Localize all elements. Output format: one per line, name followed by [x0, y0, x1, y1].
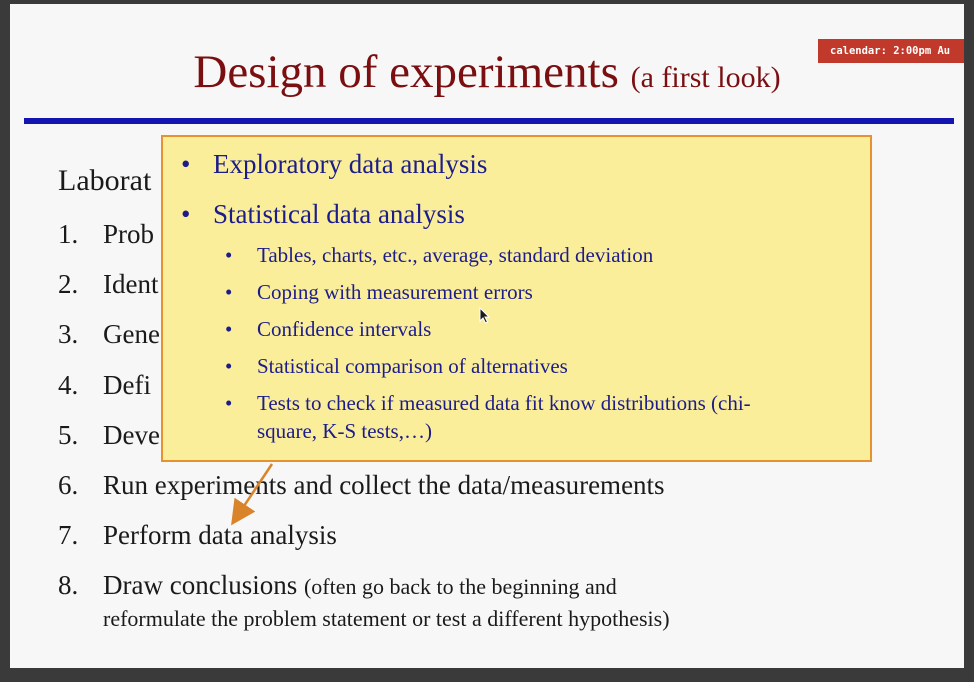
step-3: 3. Gene [58, 317, 160, 351]
step-text: Gene [103, 319, 160, 349]
callout-subitem-tests: • Tests to check if measured data fit kno… [225, 389, 751, 445]
bullet-icon: • [181, 199, 191, 229]
callout-item-exploratory: • Exploratory data analysis [181, 149, 487, 180]
callout-subitem-text: Confidence intervals [257, 317, 432, 341]
slide-title: Design of experiments (a first look) [10, 44, 964, 106]
callout-arrow [231, 463, 274, 526]
step-text: Run experiments and collect the data/mea… [103, 470, 665, 500]
analysis-callout: • Exploratory data analysis • Statistical … [161, 135, 872, 462]
step-1: 1. Prob [58, 217, 154, 251]
step-note: (often go back to the beginning and [303, 574, 617, 599]
slide-title-sub: (a first look) [630, 61, 781, 94]
step-number: 8. [58, 570, 79, 600]
step-text: Defi [103, 370, 151, 400]
step-7: 7. Perform data analysis [58, 518, 337, 552]
step-number: 1. [58, 219, 79, 249]
step-4: 4. Defi [58, 368, 151, 402]
step-number: 5. [58, 420, 79, 450]
lab-heading: Laborat [58, 164, 152, 197]
callout-item-text: Exploratory data analysis [213, 149, 488, 179]
callout-subitem-text: Tests to check if measured data fit know… [257, 391, 751, 415]
callout-subitem-comparison: • Statistical comparison of alternatives [225, 352, 568, 380]
step-text: Draw conclusions [103, 570, 298, 600]
step-number: 6. [58, 470, 79, 500]
step-5: 5. Deve [58, 418, 160, 452]
callout-subitem-continued: square, K-S tests,…) [257, 419, 432, 443]
bullet-icon: • [225, 354, 233, 378]
callout-subitem-text: Coping with measurement errors [257, 280, 533, 304]
step-2: 2. Ident [58, 267, 158, 301]
bullet-icon: • [225, 280, 233, 304]
mouse-pointer-icon [479, 307, 491, 324]
bullet-icon: • [225, 317, 233, 341]
step-number: 3. [58, 319, 79, 349]
callout-subitem-tables: • Tables, charts, etc., average, standard… [225, 241, 653, 269]
slide: Design of experiments (a first look) cal… [10, 4, 964, 668]
slide-title-main: Design of experiments [193, 46, 619, 98]
bullet-icon: • [225, 243, 233, 267]
step-text: Deve [103, 420, 160, 450]
step-6: 6. Run experiments and collect the data/m… [58, 468, 665, 502]
step-number: 7. [58, 520, 79, 550]
step-text: Prob [103, 219, 155, 249]
callout-subitem-errors: • Coping with measurement errors [225, 278, 533, 306]
title-divider [24, 118, 954, 124]
callout-item-statistical: • Statistical data analysis [181, 199, 465, 230]
bullet-icon: • [181, 149, 191, 179]
step-text: Perform data analysis [103, 520, 337, 550]
bullet-icon: • [225, 391, 233, 415]
step-text: Ident [103, 269, 159, 299]
step-8: 8. Draw conclusions (often go back to the… [58, 568, 670, 634]
callout-subitem-text: Statistical comparison of alternatives [257, 354, 568, 378]
step-note-continued: reformulate the problem statement or tes… [103, 606, 670, 631]
callout-subitem-confidence: • Confidence intervals [225, 315, 431, 343]
callout-subitem-text: Tables, charts, etc., average, standard … [257, 243, 654, 267]
callout-item-text: Statistical data analysis [213, 199, 465, 229]
calendar-badge: calendar: 2:00pm Au [818, 39, 964, 63]
step-number: 4. [58, 370, 79, 400]
step-number: 2. [58, 269, 79, 299]
